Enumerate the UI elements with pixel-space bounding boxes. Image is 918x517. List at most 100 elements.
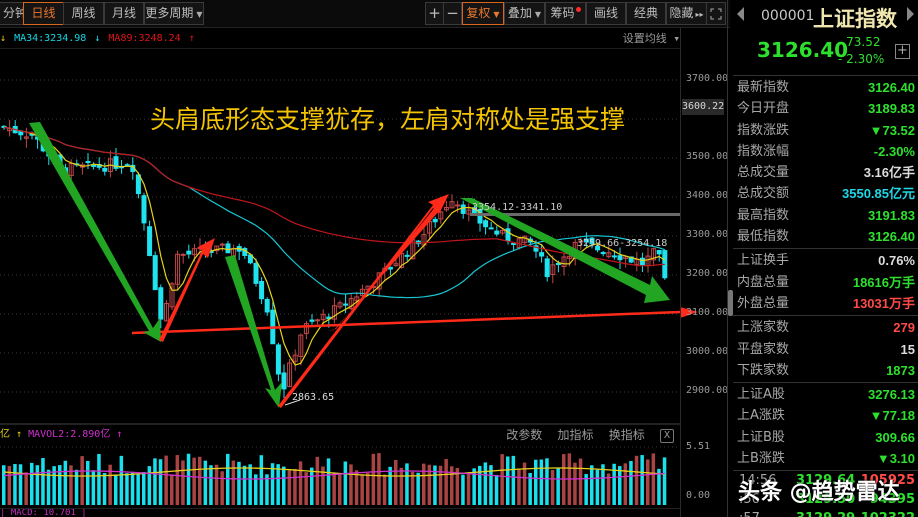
quote-row: 最新指数 3126.40 — [733, 77, 918, 98]
add-indicator-button[interactable]: 加指标 — [557, 428, 594, 442]
y-tick-3000: 3000.00 — [686, 346, 729, 357]
mavol2-value: MAVOL2:2.890亿 — [28, 429, 111, 440]
quote-value: 0.76% — [878, 253, 915, 269]
quote-row: 上证A股 3276.13 — [733, 384, 918, 405]
candlestick-chart[interactable]: 2863.65 3354.12-3341.10 3259.66-3254.18 — [0, 50, 730, 420]
quote-value: 279 — [893, 320, 915, 336]
quote-value: 18616万手 — [852, 274, 915, 290]
tab-daily[interactable]: 日线 — [23, 2, 64, 25]
overlay-label: 叠加 — [507, 6, 532, 20]
ma34-arrow-icon: ↓ — [94, 33, 101, 44]
tick-row: 14:56 3129.64 105925 — [733, 471, 918, 490]
next-stock-icon[interactable] — [907, 7, 914, 21]
overlay-button[interactable]: 叠加 ▼ — [504, 2, 545, 25]
tick-price: 3129.29 — [796, 509, 855, 517]
fullscreen-button[interactable] — [706, 2, 726, 25]
tab-monthly[interactable]: 月线 — [104, 2, 144, 25]
chevron-down-icon: ▼ — [493, 10, 500, 19]
quote-value: 3.16亿手 — [863, 165, 915, 181]
stock-name: 上证指数 — [813, 7, 897, 31]
volume-legend: 亿 ↑ MAVOL2:2.890亿 ↑ 改参数 加指标 换指标 X — [0, 423, 680, 443]
quote-row: 最低指数 3126.40 — [733, 226, 918, 247]
chevron-down-icon: ▼ — [534, 10, 542, 19]
change-params-button[interactable]: 改参数 — [506, 428, 543, 442]
switch-indicator-button[interactable]: 换指标 — [608, 428, 645, 442]
stock-code: 000001 — [761, 8, 815, 24]
quote-value: -2.30% — [873, 143, 915, 159]
quote-label: 下跌家数 — [737, 362, 790, 378]
volume-mas — [3, 467, 665, 480]
vol-prefix: 亿 ↑ — [0, 429, 23, 440]
prev-stock-icon[interactable] — [737, 7, 744, 21]
quote-row: 最高指数 3191.83 — [733, 205, 918, 226]
green-arrows — [29, 122, 670, 408]
current-price-tag: 3600.22 — [682, 99, 724, 115]
quote-row: 上证B股 309.66 — [733, 427, 918, 448]
draw-line-button[interactable]: 画线 — [586, 2, 626, 25]
quote-label: 平盘家数 — [737, 341, 790, 357]
tick-row: :56 3129.50 94395 — [733, 490, 918, 509]
classic-button[interactable]: 经典 — [626, 2, 666, 25]
add-watchlist-button[interactable]: + — [895, 44, 910, 59]
quote-value: 3276.13 — [868, 387, 915, 403]
notification-dot-icon — [575, 7, 581, 12]
low-pointer — [284, 399, 301, 406]
quote-label: 最高指数 — [737, 207, 790, 223]
quote-row: 指数涨幅 -2.30% — [733, 141, 918, 162]
trend-arrows — [29, 122, 698, 408]
quote-label: 今日开盘 — [737, 101, 790, 117]
ma5-arrow-icon: ↓ — [0, 33, 7, 44]
tab-more-periods[interactable]: 更多周期 ▼ — [144, 2, 204, 25]
vol-y-min: 0.00 — [686, 490, 711, 501]
tick-row: :57 3129.29 102322 — [733, 509, 918, 517]
price-change: - 73.52 - 2.30% — [838, 34, 884, 68]
ma34-value: MA34:3234.98 — [14, 33, 87, 44]
quote-label: 上证B股 — [737, 429, 785, 445]
y-tick-3500: 3500.00 — [686, 151, 729, 162]
quote-value: 3550.85亿元 — [842, 186, 915, 202]
set-ma-dropdown[interactable]: 设置均线 ▾ — [622, 32, 680, 45]
chart-annotation: 头肩底形态支撑犹存，左肩对称处是强支撑 — [150, 105, 626, 134]
y-tick-3100: 3100.00 — [686, 307, 729, 318]
quote-label: 总成交量 — [737, 165, 790, 181]
quote-label: 最新指数 — [737, 80, 790, 95]
tick-volume: 94395 — [869, 492, 915, 508]
mavol2-arrow-icon: ↑ — [116, 429, 123, 440]
change-value: - 73.52 — [838, 35, 881, 49]
quote-header: 000001 上证指数 3126.40 - 73.52 - 2.30% + — [733, 0, 918, 76]
hide-button[interactable]: 隐藏 ▸▸ — [666, 2, 707, 25]
chevron-down-icon: ▼ — [196, 10, 203, 19]
quote-row: 内盘总量 18616万手 — [733, 272, 918, 293]
panel-splitter-handle[interactable] — [728, 290, 733, 316]
macd-legend: | MACD: 10.701 | — [0, 508, 680, 517]
quote-row: 上B涨跌 ▼3.10 — [733, 448, 918, 469]
quote-value: ▼77.18 — [869, 408, 915, 424]
hide-label: 隐藏 — [669, 6, 694, 20]
tab-weekly[interactable]: 周线 — [63, 2, 104, 25]
tick-price: 3129.64 — [796, 473, 856, 489]
quote-row: 指数涨跌 ▼73.52 — [733, 120, 918, 141]
volume-chart[interactable] — [0, 440, 680, 510]
watermark: 头条 @趋势雷达 — [738, 480, 900, 505]
quote-value: 3191.83 — [868, 207, 915, 223]
tick-price: 3129.50 — [796, 492, 856, 508]
quote-value: 3126.40 — [868, 80, 915, 95]
quote-section-index: 最新指数 3126.40 今日开盘 3189.83 指数涨跌 ▼73.52 指数涨幅 -… — [733, 76, 918, 250]
tick-time: :56 — [739, 492, 760, 508]
zoom-in-button[interactable]: + — [425, 2, 444, 25]
neckline-arrowhead-icon — [680, 307, 698, 318]
close-icon[interactable]: X — [660, 428, 674, 443]
quote-label: 指数涨跌 — [737, 122, 790, 138]
chips-button[interactable]: 筹码 — [545, 2, 586, 25]
quote-value: 15 — [900, 341, 915, 357]
tick-volume: 105925 — [860, 473, 915, 489]
zoom-out-button[interactable]: − — [443, 2, 462, 25]
quote-value: ▼73.52 — [869, 122, 915, 138]
volume-tools: 改参数 加指标 换指标 X — [498, 425, 674, 445]
quote-value: 13031万手 — [852, 295, 915, 311]
quote-label: 最低指数 — [737, 229, 790, 245]
vol-y-max: 5.51 — [686, 441, 711, 452]
adjust-rights-button[interactable]: 复权 ▼ — [462, 2, 504, 25]
quote-row: 总成交额 3550.85亿元 — [733, 183, 918, 204]
